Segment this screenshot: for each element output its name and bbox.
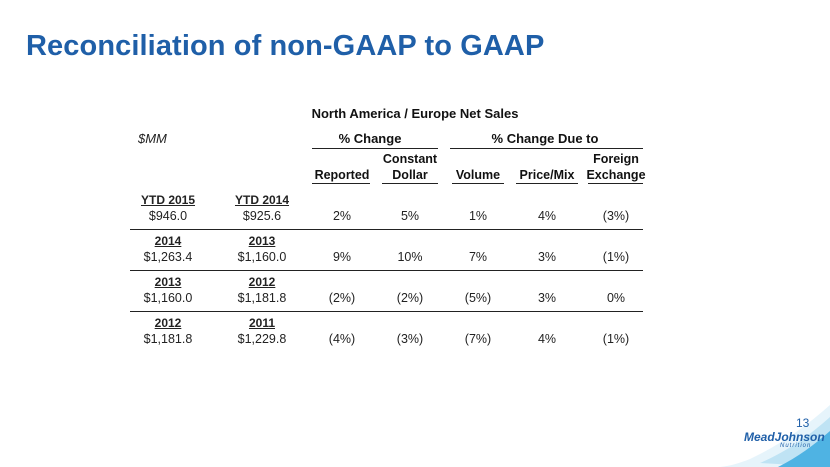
row-0-price-mix: 4% bbox=[537, 209, 557, 223]
group-underline-change-due bbox=[450, 148, 643, 149]
col-header-fx-line2: Exchange bbox=[586, 168, 646, 182]
col-header-reported: Reported bbox=[314, 168, 370, 182]
row-1-volume: 7% bbox=[468, 250, 488, 264]
row-1-price-mix: 3% bbox=[537, 250, 557, 264]
page-number: 13 bbox=[796, 416, 810, 430]
row-3-constant: (3%) bbox=[396, 332, 424, 346]
row-1-constant: 10% bbox=[397, 250, 423, 264]
row-0-reported: 2% bbox=[332, 209, 352, 223]
row-1-reported: 9% bbox=[332, 250, 352, 264]
row-0-constant: 5% bbox=[400, 209, 420, 223]
col-header-volume: Volume bbox=[455, 168, 501, 182]
col-header-fx-line1: Foreign bbox=[593, 152, 639, 166]
underline-constant bbox=[382, 183, 438, 184]
row-0-label-a: YTD 2015 bbox=[140, 193, 196, 207]
row-3-volume: (7%) bbox=[464, 332, 492, 346]
row-0-volume: 1% bbox=[468, 209, 488, 223]
row-0-value-a: $946.0 bbox=[148, 209, 188, 223]
unit-label: $MM bbox=[138, 131, 167, 146]
row-3-value-b: $1,229.8 bbox=[237, 332, 287, 346]
row-3-reported: (4%) bbox=[328, 332, 356, 346]
slide-title: Reconciliation of non-GAAP to GAAP bbox=[26, 30, 545, 62]
row-1-fx: (1%) bbox=[602, 250, 630, 264]
col-header-constant-line1: Constant bbox=[382, 152, 438, 166]
underline-fx bbox=[588, 183, 643, 184]
row-2-price-mix: 3% bbox=[537, 291, 557, 305]
underline-price-mix bbox=[516, 183, 578, 184]
row-3-value-a: $1,181.8 bbox=[143, 332, 193, 346]
row-divider-3 bbox=[130, 311, 643, 312]
underline-volume bbox=[452, 183, 504, 184]
row-3-price-mix: 4% bbox=[537, 332, 557, 346]
row-divider-1 bbox=[130, 229, 643, 230]
row-2-fx: 0% bbox=[606, 291, 626, 305]
row-3-label-a: 2012 bbox=[154, 316, 182, 330]
row-1-value-a: $1,263.4 bbox=[143, 250, 193, 264]
company-logo: MeadJohnson bbox=[744, 430, 825, 444]
group-header-change: % Change bbox=[338, 131, 402, 146]
row-3-label-b: 2011 bbox=[248, 316, 276, 330]
col-header-price-mix: Price/Mix bbox=[519, 168, 575, 182]
group-underline-change bbox=[312, 148, 438, 149]
row-0-label-b: YTD 2014 bbox=[234, 193, 290, 207]
row-2-reported: (2%) bbox=[328, 291, 356, 305]
row-1-label-b: 2013 bbox=[248, 234, 276, 248]
row-2-value-b: $1,181.8 bbox=[237, 291, 287, 305]
col-header-constant-line2: Dollar bbox=[392, 168, 428, 182]
table-title: North America / Europe Net Sales bbox=[311, 106, 519, 121]
row-2-label-b: 2012 bbox=[248, 275, 276, 289]
company-logo-sub: Nutrition bbox=[780, 443, 812, 449]
underline-reported bbox=[312, 183, 370, 184]
row-1-value-b: $1,160.0 bbox=[237, 250, 287, 264]
row-divider-2 bbox=[130, 270, 643, 271]
row-0-fx: (3%) bbox=[602, 209, 630, 223]
row-2-constant: (2%) bbox=[396, 291, 424, 305]
row-0-value-b: $925.6 bbox=[242, 209, 282, 223]
row-1-label-a: 2014 bbox=[154, 234, 182, 248]
row-2-label-a: 2013 bbox=[154, 275, 182, 289]
corner-swoosh-graphic bbox=[720, 405, 830, 467]
row-3-fx: (1%) bbox=[602, 332, 630, 346]
group-header-change-due: % Change Due to bbox=[491, 131, 599, 146]
row-2-value-a: $1,160.0 bbox=[143, 291, 193, 305]
row-2-volume: (5%) bbox=[464, 291, 492, 305]
